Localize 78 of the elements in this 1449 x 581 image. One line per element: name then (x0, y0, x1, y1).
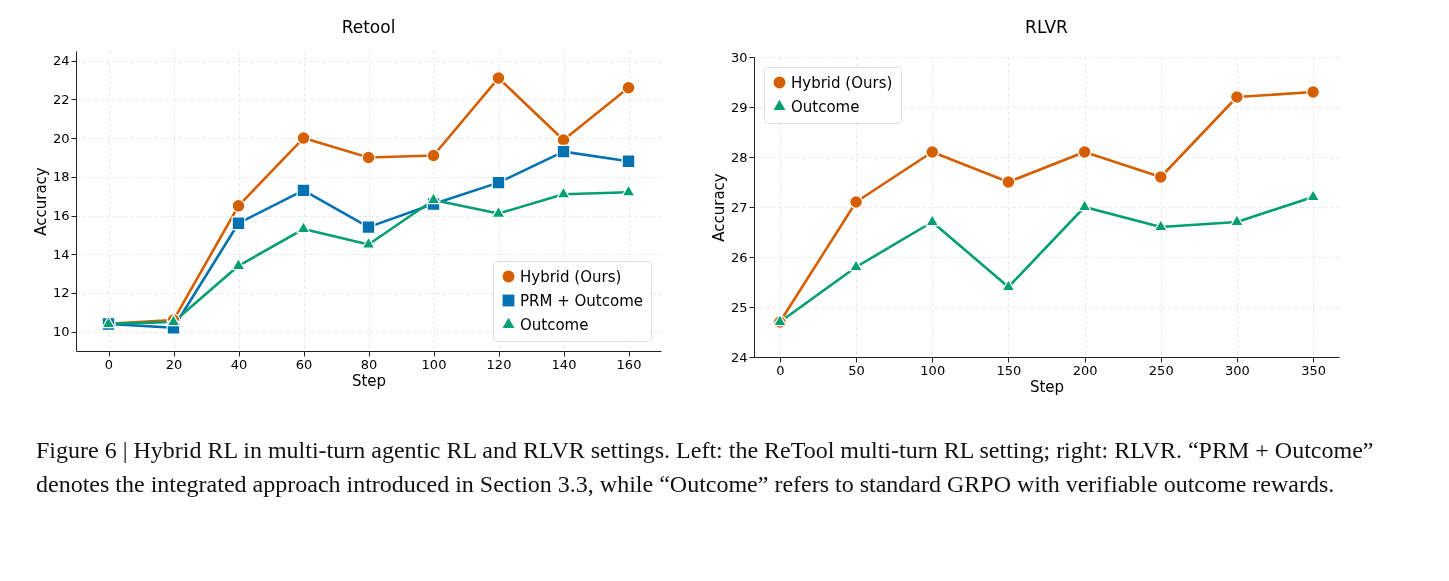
legend-label: Hybrid (Ours) (791, 73, 893, 92)
point (1077, 199, 1092, 212)
point (1077, 145, 1092, 159)
point (1230, 214, 1244, 227)
point (426, 192, 441, 205)
x-tick-label: 80 (360, 356, 378, 372)
legend-label: Outcome (520, 315, 589, 334)
point (1230, 90, 1244, 104)
x-tick-label: 100 (920, 362, 946, 378)
y-tick-label: 24 (52, 53, 70, 69)
x-tick-label: 40 (230, 356, 248, 372)
point (426, 148, 441, 163)
x-tick-label: 60 (295, 356, 313, 372)
x-tick-label: 350 (1301, 362, 1327, 378)
point (296, 183, 311, 198)
y-tick-label: 18 (52, 169, 70, 185)
x-tick-label: 150 (996, 362, 1022, 378)
point (1306, 85, 1321, 99)
y-tick-label: 26 (730, 249, 748, 265)
point (925, 145, 940, 159)
point (361, 150, 376, 165)
y-tick-label: 16 (52, 208, 70, 224)
point (491, 175, 506, 190)
x-tick-label: 160 (616, 356, 642, 372)
y-tick-label: 24 (730, 349, 748, 365)
point (296, 221, 311, 234)
point (925, 214, 940, 227)
y-tick-label: 20 (52, 130, 70, 146)
x-tick-label: 0 (776, 362, 785, 378)
point (621, 154, 636, 169)
x-tick-label: 300 (1225, 362, 1250, 378)
legend-label: Outcome (791, 97, 860, 116)
point (231, 198, 246, 213)
y-tick-label: 14 (52, 246, 70, 262)
y-axis-title: Accuracy (31, 167, 50, 236)
y-tick-label: 28 (730, 149, 748, 165)
x-axis-title: Step (1029, 377, 1065, 396)
point (1001, 175, 1016, 189)
point (556, 186, 571, 199)
point (849, 259, 863, 272)
x-tick-label: 50 (848, 362, 865, 378)
point (361, 236, 376, 249)
x-tick-label: 140 (551, 356, 577, 372)
y-tick-label: 22 (52, 91, 70, 107)
x-tick-label: 20 (165, 356, 183, 372)
caption: Figure 6 | Hybrid RL in multi-turn agentic RL and RLVR settings. Left: the ReTool multi-turn RL setting; right: RLVR. “PRM + Outcome” denotes the integrated approach introduced in Section 3.3, while “Outcome” refers to standard GRPO with verifiable outcome rewards. (35, 436, 1375, 499)
point (361, 220, 376, 235)
point (849, 195, 863, 209)
point (621, 80, 636, 95)
x-tick-label: 0 (104, 356, 114, 372)
y-tick-label: 27 (730, 199, 748, 215)
x-tick-label: 100 (421, 356, 447, 372)
chart-title: Retool (341, 17, 396, 37)
y-tick-label: 29 (730, 99, 748, 115)
point (1306, 189, 1321, 202)
y-tick-label: 25 (730, 299, 748, 315)
point (296, 131, 311, 146)
legend-label: Hybrid (Ours) (520, 267, 622, 286)
y-tick-label: 12 (52, 285, 70, 301)
y-tick-label: 10 (52, 324, 70, 340)
x-tick-label: 120 (486, 356, 512, 372)
point (491, 71, 506, 86)
chart-title: RLVR (1025, 17, 1069, 37)
point (1001, 279, 1016, 292)
point (1153, 219, 1168, 232)
point (491, 205, 506, 218)
point (556, 144, 571, 159)
point (621, 184, 636, 197)
x-tick-label: 250 (1148, 362, 1174, 378)
y-tick-label: 30 (730, 49, 748, 65)
x-tick-label: 200 (1072, 362, 1098, 378)
point (1153, 170, 1168, 184)
point (231, 257, 246, 271)
y-axis-title: Accuracy (709, 173, 728, 242)
legend-label: PRM + Outcome (520, 291, 643, 310)
point (231, 216, 246, 231)
x-axis-title: Step (351, 371, 387, 390)
point (556, 133, 571, 147)
